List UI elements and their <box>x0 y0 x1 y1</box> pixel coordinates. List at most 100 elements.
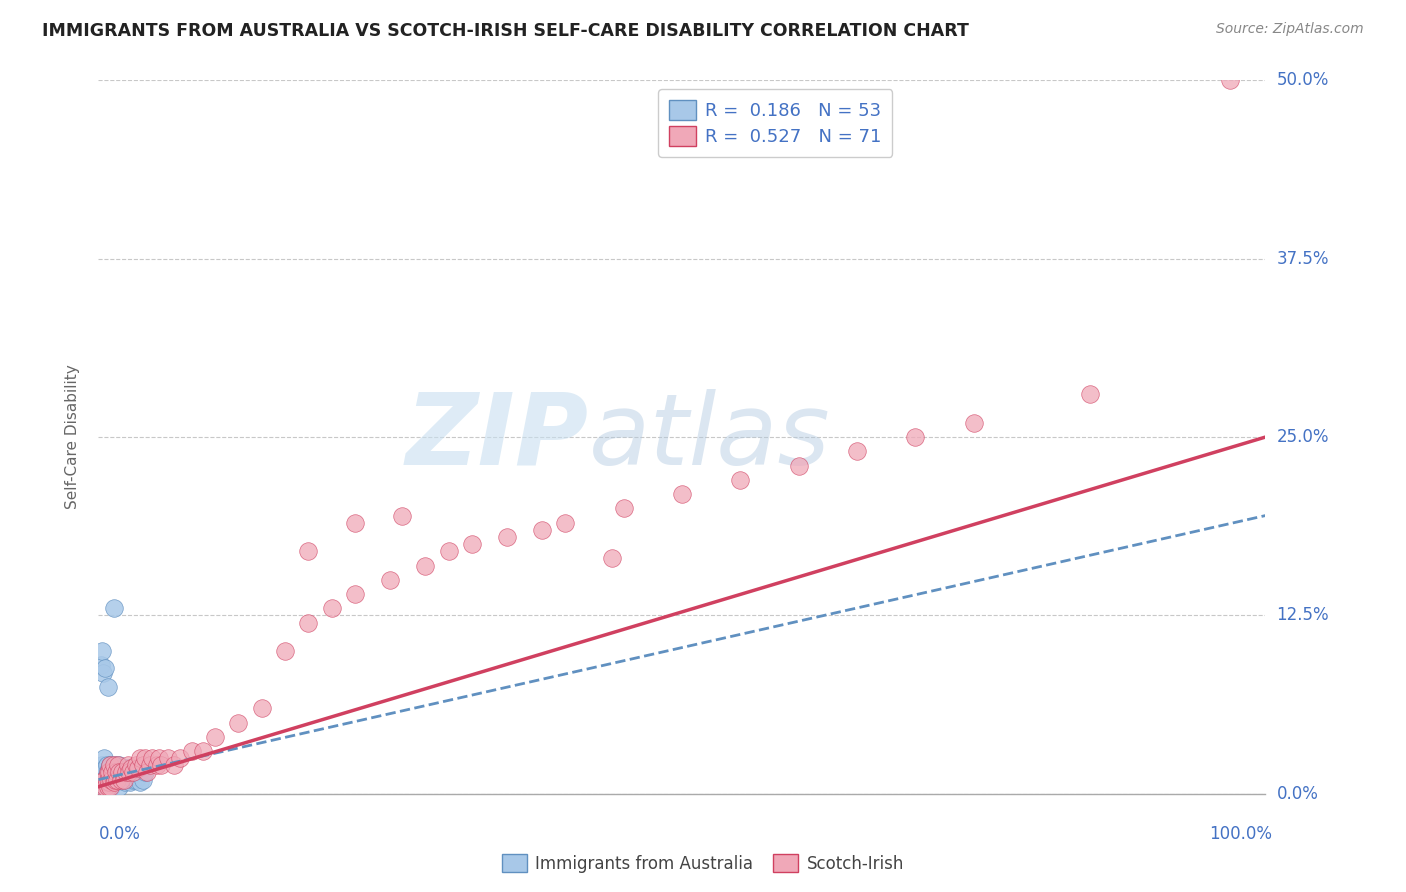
Point <box>124 765 146 780</box>
Y-axis label: Self-Care Disability: Self-Care Disability <box>65 365 80 509</box>
Point <box>180 744 202 758</box>
Point <box>96 775 118 789</box>
Point <box>98 775 121 789</box>
Point <box>132 758 155 772</box>
Point <box>1080 387 1102 401</box>
Point <box>96 780 118 794</box>
Point <box>845 444 868 458</box>
Point <box>297 615 319 630</box>
Point <box>129 775 152 789</box>
Point <box>97 765 120 780</box>
Point <box>146 758 169 772</box>
Point <box>101 772 124 787</box>
Point <box>391 508 413 523</box>
Point <box>93 780 115 794</box>
Point <box>97 775 120 789</box>
Point <box>413 558 436 573</box>
Point <box>97 761 120 775</box>
Point <box>110 772 132 787</box>
Text: ZIP: ZIP <box>405 389 589 485</box>
Point <box>90 644 112 658</box>
Point <box>107 758 129 772</box>
Point <box>139 758 162 772</box>
Point <box>163 758 186 772</box>
Point <box>132 772 155 787</box>
Point <box>297 544 319 558</box>
Text: 0.0%: 0.0% <box>98 825 141 843</box>
Point <box>378 573 402 587</box>
Text: atlas: atlas <box>589 389 830 485</box>
Point <box>461 537 484 551</box>
Legend: R =  0.186   N = 53, R =  0.527   N = 71: R = 0.186 N = 53, R = 0.527 N = 71 <box>658 89 893 157</box>
Point <box>104 775 127 789</box>
Point <box>1219 73 1241 87</box>
Point <box>105 772 128 787</box>
Point <box>122 765 145 780</box>
Point <box>962 416 984 430</box>
Point <box>100 780 122 794</box>
Point <box>100 765 122 780</box>
Point <box>904 430 927 444</box>
Point <box>105 765 128 780</box>
Text: 100.0%: 100.0% <box>1209 825 1272 843</box>
Point <box>127 761 149 775</box>
Point <box>98 758 121 772</box>
Point <box>128 765 150 780</box>
Point <box>344 516 367 530</box>
Text: 0.0%: 0.0% <box>1277 785 1319 803</box>
Point <box>274 644 297 658</box>
Point <box>108 780 131 794</box>
Point <box>612 501 634 516</box>
Point <box>94 761 117 775</box>
Point <box>157 751 180 765</box>
Point <box>111 765 134 780</box>
Point <box>134 751 156 765</box>
Point <box>150 758 173 772</box>
Point <box>114 775 136 789</box>
Point <box>125 772 148 787</box>
Point <box>94 661 117 675</box>
Point <box>111 765 134 780</box>
Point <box>97 765 120 780</box>
Point <box>103 601 125 615</box>
Point <box>228 715 250 730</box>
Point <box>94 780 117 794</box>
Point <box>100 772 122 787</box>
Point <box>97 780 120 794</box>
Point <box>110 772 132 787</box>
Point <box>96 758 118 772</box>
Text: 25.0%: 25.0% <box>1277 428 1329 446</box>
Text: IMMIGRANTS FROM AUSTRALIA VS SCOTCH-IRISH SELF-CARE DISABILITY CORRELATION CHART: IMMIGRANTS FROM AUSTRALIA VS SCOTCH-IRIS… <box>42 22 969 40</box>
Point <box>344 587 367 601</box>
Legend: Immigrants from Australia, Scotch-Irish: Immigrants from Australia, Scotch-Irish <box>495 847 911 880</box>
Point <box>600 551 623 566</box>
Point <box>117 772 139 787</box>
Point <box>118 775 141 789</box>
Point <box>437 544 460 558</box>
Point <box>121 765 143 780</box>
Point <box>98 780 121 794</box>
Point <box>93 772 115 787</box>
Point <box>93 765 115 780</box>
Point <box>90 772 112 787</box>
Point <box>90 758 112 772</box>
Point <box>97 765 120 780</box>
Point <box>120 761 142 775</box>
Point <box>91 665 114 680</box>
Point <box>104 758 127 772</box>
Point <box>97 780 120 794</box>
Point <box>141 751 163 765</box>
Point <box>530 523 553 537</box>
Text: 12.5%: 12.5% <box>1277 607 1329 624</box>
Point <box>134 765 156 780</box>
Point <box>204 730 226 744</box>
Point <box>104 765 127 780</box>
Text: 50.0%: 50.0% <box>1277 71 1329 89</box>
Point <box>118 765 141 780</box>
Point <box>117 758 139 772</box>
Point <box>250 701 273 715</box>
Point <box>94 775 117 789</box>
Point <box>103 775 125 789</box>
Point <box>91 772 114 787</box>
Point <box>108 765 131 780</box>
